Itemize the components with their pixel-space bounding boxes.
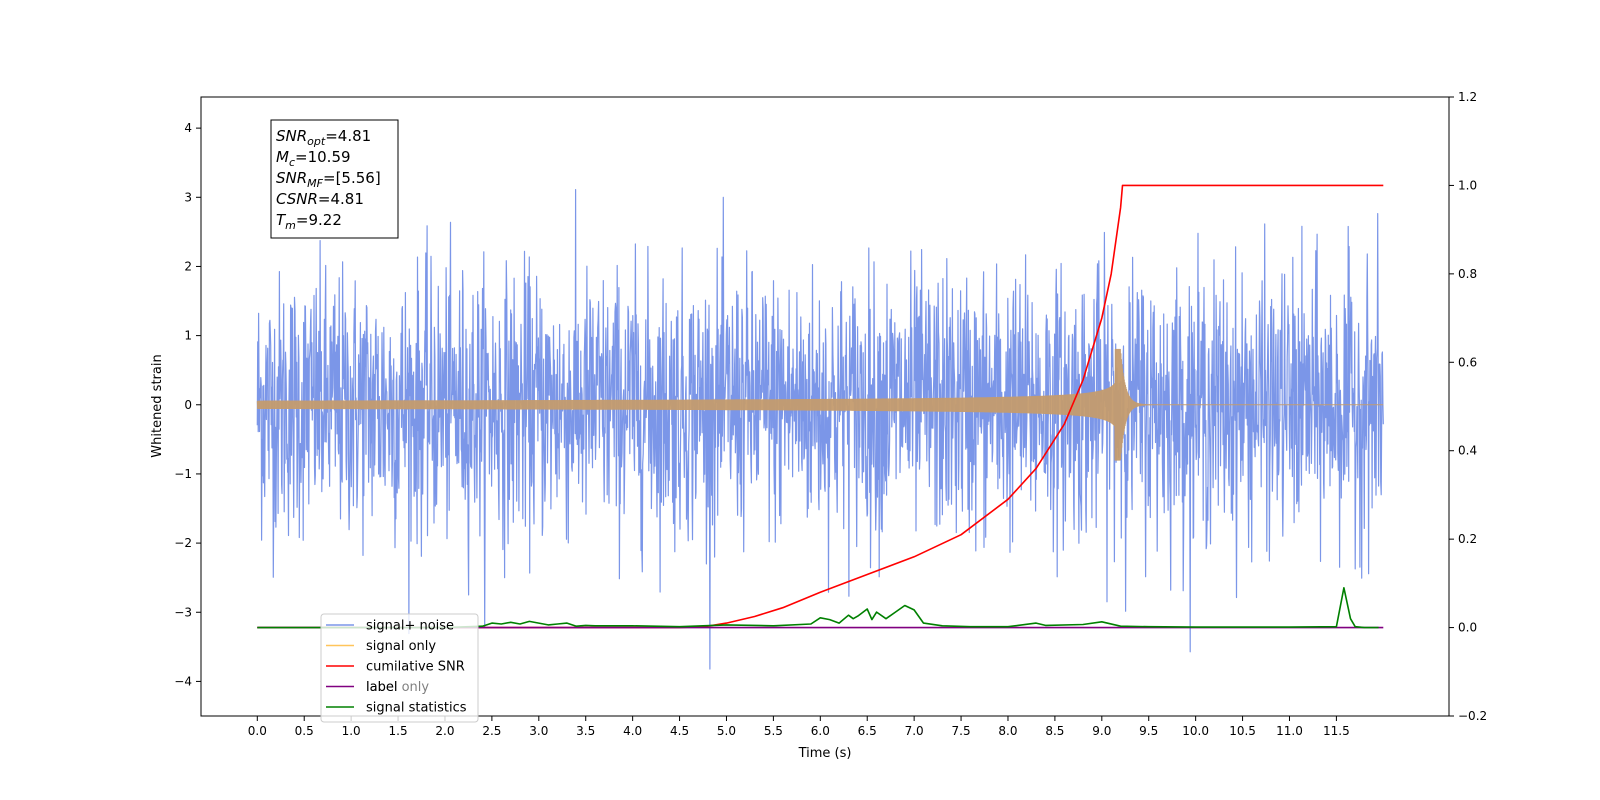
y2-tick-label: 0.0	[1458, 621, 1477, 635]
x-tick-label: 0.5	[295, 724, 314, 738]
legend-label: cumilative SNR	[366, 660, 465, 675]
x-tick-label: 2.0	[435, 724, 454, 738]
x-tick-label: 5.5	[764, 724, 783, 738]
legend: signal+ noise signal only cumilative SNR la…	[320, 613, 479, 723]
x-tick-label: 5.0	[717, 724, 736, 738]
x-axis-label: Time (s)	[798, 746, 852, 761]
y2-tick-label: 1.0	[1458, 178, 1477, 192]
x-tick-label: 9.0	[1092, 724, 1111, 738]
x-tick-label: 10.0	[1182, 724, 1209, 738]
annotation-line: SNRMF=[5.56]	[276, 169, 381, 190]
axes-frame	[200, 96, 1450, 717]
y-tick-label: −2	[174, 536, 192, 550]
y-tick-label: 0	[184, 398, 192, 412]
x-tick-label: 3.0	[529, 724, 548, 738]
annotation-line: Tm=9.22	[276, 211, 342, 232]
y-tick-label: 4	[184, 121, 192, 135]
y-axis-label: Whitened strain	[150, 354, 165, 457]
x-tick-label: 4.0	[623, 724, 642, 738]
x-tick-label: 4.5	[670, 724, 689, 738]
x-tick-label: 1.0	[342, 724, 361, 738]
x-tick-label: 6.0	[811, 724, 830, 738]
x-axis: 0.0 0.5 1.0 1.5 2.0 2.5 3.0 3.5 4.0 4.5 5.0 5.5 6.0 6…	[248, 716, 1350, 738]
legend-label: signal+ noise	[366, 619, 454, 634]
y-tick-label: 1	[184, 329, 192, 343]
legend-label: label	[366, 680, 397, 695]
x-tick-label: 10.5	[1229, 724, 1256, 738]
annotation-line: CSNR=4.81	[276, 190, 364, 208]
x-tick-label: 6.5	[858, 724, 877, 738]
annotation-frame	[270, 119, 399, 239]
y2-tick-label: −0.2	[1458, 709, 1487, 723]
plot-area	[256, 184, 1384, 670]
series-cumilative-snr	[257, 184, 1384, 629]
y-axis-right: 1.2 1.0 0.8 0.6 0.4 0.2 0.0 −0.2	[1449, 90, 1487, 723]
series-signal-only	[256, 348, 1384, 461]
x-tick-label: 0.0	[248, 724, 267, 738]
y-tick-label: 2	[184, 259, 192, 273]
x-tick-label: 11.0	[1276, 724, 1303, 738]
y2-tick-label: 0.2	[1458, 532, 1477, 546]
legend-label: signal only	[366, 639, 436, 654]
x-tick-label: 3.5	[576, 724, 595, 738]
x-tick-label: 9.5	[1139, 724, 1158, 738]
x-tick-label: 11.5	[1323, 724, 1350, 738]
x-tick-label: 1.5	[389, 724, 408, 738]
annotation-line: SNRopt=4.81	[276, 127, 371, 148]
y-tick-label: −1	[174, 467, 192, 481]
y2-tick-label: 1.2	[1458, 90, 1477, 104]
stats-annotation: SNRopt=4.81Mc=10.59SNRMF=[5.56]CSNR=4.81…	[270, 119, 399, 239]
x-tick-label: 2.5	[482, 724, 501, 738]
x-tick-label: 7.0	[905, 724, 924, 738]
y-tick-label: −3	[174, 605, 192, 619]
y-axis-left: 4 3 2 1 0 −1 −2 −3 −4	[174, 121, 201, 688]
series-signal-noise	[256, 189, 1384, 670]
y2-tick-label: 0.8	[1458, 267, 1477, 281]
legend-label: signal statistics	[366, 701, 467, 716]
legend-frame	[320, 613, 479, 723]
y2-tick-label: 0.4	[1458, 444, 1477, 458]
y-tick-label: 3	[184, 190, 192, 204]
x-tick-label: 8.0	[998, 724, 1017, 738]
x-tick-label: 7.5	[952, 724, 971, 738]
legend-label-hidden: label only	[366, 680, 429, 695]
annotation-line: Mc=10.59	[276, 148, 351, 169]
y2-tick-label: 0.6	[1458, 355, 1477, 369]
y-tick-label: −4	[174, 674, 192, 688]
series-signal-statistics	[257, 586, 1379, 629]
x-tick-label: 8.5	[1045, 724, 1064, 738]
